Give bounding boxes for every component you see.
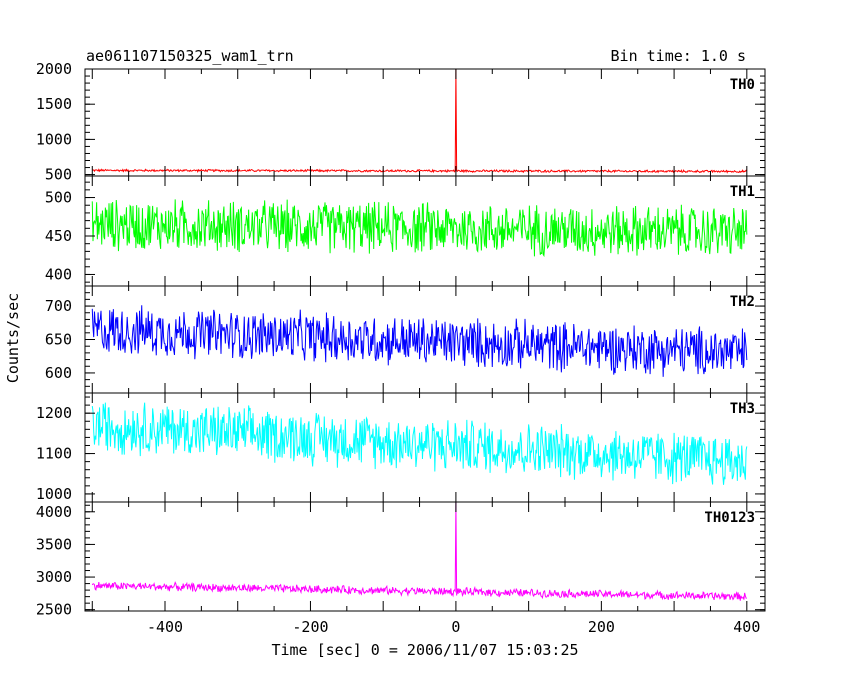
panel-label: TH1	[730, 184, 755, 200]
y-tick-label: 400	[45, 265, 72, 283]
series-line-th0	[92, 69, 748, 174]
y-tick-label: 1000	[36, 130, 72, 148]
y-axis-label: Counts/sec	[4, 293, 22, 383]
y-tick-label: 500	[45, 189, 72, 207]
panel-th1: 400 450 500 TH1	[45, 175, 766, 287]
series-line-th1	[91, 199, 748, 258]
y-tick-label: 700	[45, 297, 72, 315]
y-tick-label: 4000	[36, 503, 72, 521]
y-tick-label: 3500	[36, 535, 72, 553]
panel-th0123: 2500 3000 3500 4000 TH0123	[36, 501, 766, 619]
y-tick-label: 2500	[36, 601, 72, 619]
panel-th0: 500 1000 1500 2000 TH0	[36, 60, 766, 184]
y-tick-label: 500	[45, 166, 72, 184]
x-tick-label: 0	[451, 618, 460, 636]
y-tick-label: 650	[45, 331, 72, 349]
y-tick-label: 1000	[36, 485, 72, 503]
y-tick-label: 1200	[36, 404, 72, 422]
x-axis-label: Time [sec] 0 = 2006/11/07 15:03:25	[271, 641, 578, 659]
x-tick-label: 400	[733, 618, 760, 636]
y-tick-label: 600	[45, 364, 72, 382]
series-line-th3	[91, 402, 748, 485]
panel-label: TH0123	[704, 510, 755, 526]
plot-title: ae061107150325_wam1_trn	[86, 47, 294, 65]
y-tick-label: 2000	[36, 60, 72, 78]
panel-frame	[84, 501, 766, 612]
x-tick-label: -400	[147, 618, 183, 636]
panel-label: TH0	[730, 77, 755, 93]
panel-th3: 1000 1100 1200 TH3	[36, 392, 766, 503]
x-tick-label: -200	[292, 618, 328, 636]
y-tick-label: 3000	[36, 568, 72, 586]
y-tick-label: 1100	[36, 445, 72, 463]
series-line-th2	[91, 305, 748, 377]
bin-time-label: Bin time: 1.0 s	[611, 47, 746, 65]
panel-frame	[84, 68, 766, 177]
panel-th2: 600 650 700 TH2	[45, 285, 766, 394]
x-tick-label: 200	[588, 618, 615, 636]
y-tick-label: 1500	[36, 95, 72, 113]
panel-label: TH3	[730, 401, 755, 417]
panel-label: TH2	[730, 294, 755, 310]
series-line-th0123	[91, 502, 747, 601]
y-tick-label: 450	[45, 227, 72, 245]
